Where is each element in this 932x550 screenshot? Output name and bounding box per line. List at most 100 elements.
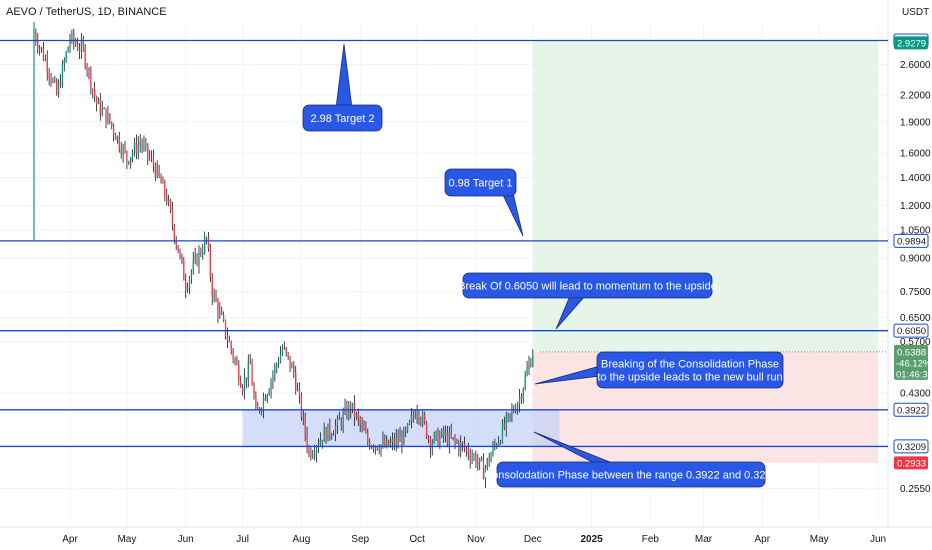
callout-consolidation-range: Consolodation Phase between the range 0.… [484,431,778,488]
candle [35,28,37,46]
candle-body [530,363,532,367]
candle-body [268,391,270,395]
candle-body [95,96,98,104]
price-tick-label: 0.5700 [900,337,931,348]
candle [399,426,401,443]
candle-body [384,440,386,447]
candle [186,282,189,293]
candle-body [75,42,77,45]
candle-body [300,395,303,418]
candle [213,288,215,303]
candle [73,28,75,50]
candle [296,382,299,392]
candle-body [236,360,238,365]
candle-body [202,252,204,255]
candle [410,407,413,429]
candle-body [424,414,426,422]
candle [158,164,160,179]
time-axis[interactable]: Apr May Jun Jul Aug Sep Oct Nov Dec 2025 Feb Mar Apr… [62,534,886,545]
candle [528,355,530,375]
candle [497,436,500,447]
candle [150,150,153,163]
price-axis[interactable]: 2.6000 2.2000 1.9000 1.6000 1.4000 1.2000 1.05… [893,33,932,495]
candle-body [365,430,367,433]
last-price-value: 0.5388 [897,347,926,358]
candle [204,231,206,255]
candle [448,426,451,454]
candle [240,375,242,388]
candle [372,444,375,453]
candle-body [444,432,447,436]
candle-body [205,237,208,239]
candle-body [346,406,348,418]
last-price-change: -46.12% [896,358,932,369]
candle-body [342,412,344,427]
candle-body [245,377,248,381]
candle-body [185,280,187,291]
candle-body [54,79,56,81]
candle-body [382,440,384,446]
candle [46,50,48,81]
candle-body [380,445,382,452]
candle [228,335,230,343]
candle [289,356,291,373]
candle-body [465,448,468,450]
candle [88,67,90,80]
candle [217,297,219,324]
candle [348,400,350,421]
candle-body [131,152,134,158]
candle-body [442,429,445,436]
candle-body [230,341,232,351]
candle-body [82,41,84,47]
candle-body [323,428,325,442]
candle [90,66,92,95]
candle [351,402,354,414]
candle [224,319,227,340]
candle [397,429,399,449]
candle-body [319,439,322,445]
candle-body [522,388,524,400]
candle [357,408,359,426]
candle [48,67,50,86]
candle-body [477,462,479,465]
candle [52,77,54,84]
candle-body [518,397,521,404]
candle [490,451,492,463]
candle-body [219,310,221,315]
candle-body [257,408,259,410]
candle-body [488,458,490,462]
candle-body [450,432,452,438]
candle-body [44,58,47,60]
candle-body [403,429,405,445]
candle-body [97,99,100,104]
last-price-countdown: 01:46:32 [896,369,932,380]
candle [306,426,308,454]
candle [456,438,458,444]
candle [518,388,521,413]
candle [283,341,285,350]
time-tick-label: Mar [695,534,713,545]
candle-body [194,255,196,261]
candle [82,35,84,52]
candle [232,348,234,364]
candle-body [298,389,301,396]
candle [340,416,342,431]
candle-body [147,143,149,157]
candle-body [198,250,200,265]
candle [526,360,528,377]
price-tick-label: 1.4000 [900,173,931,184]
candle-body [276,364,278,367]
candle [78,42,81,59]
candle-body [35,32,37,42]
candle [302,409,304,426]
candle-body [433,433,435,443]
candle [444,425,447,443]
candle [185,273,187,299]
candle [135,134,138,160]
candle-body [186,287,189,291]
candle-body [211,276,213,298]
candle-body [471,456,473,461]
candle-body [351,402,354,411]
candle [319,432,322,446]
